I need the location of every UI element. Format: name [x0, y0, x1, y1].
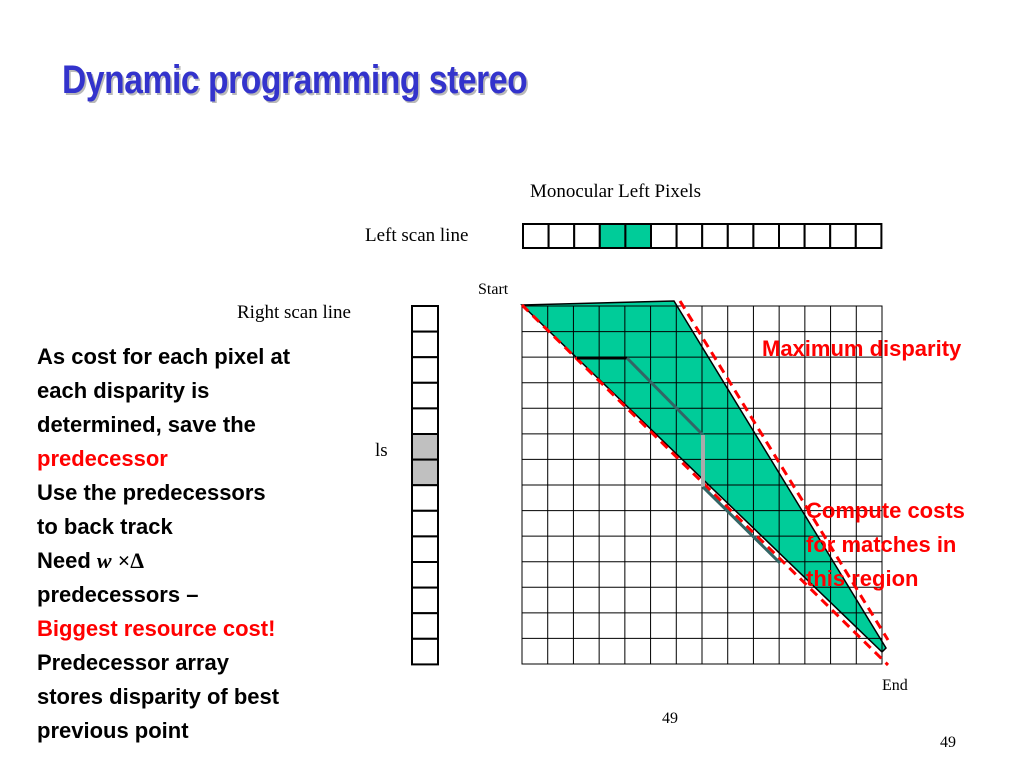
- compute-costs-line: for matches in: [806, 532, 957, 557]
- need-word: Need: [37, 548, 91, 573]
- right-pixel-cell: [411, 381, 439, 410]
- bullet-line: previous point: [37, 718, 189, 743]
- left-pixel-cell: [650, 223, 678, 249]
- left-pixel-cell-highlighted: [624, 223, 653, 249]
- right-scan-line-cells: [411, 305, 439, 666]
- maximum-disparity-label: Maximum disparity: [762, 336, 962, 361]
- bullet-line: predecessors –: [37, 582, 199, 607]
- delta-symbol: Δ: [130, 548, 145, 573]
- bullet-line: stores disparity of best: [37, 684, 280, 709]
- times-symbol: ×: [117, 548, 131, 573]
- bullet-line-highlight: predecessor: [37, 446, 168, 471]
- left-pixel-cell: [547, 223, 576, 249]
- left-pixel-cell: [803, 223, 832, 249]
- left-pixel-cell: [726, 223, 755, 249]
- left-pixel-cell: [752, 223, 781, 249]
- right-pixel-cell: [411, 330, 439, 359]
- right-scan-line-label: Right scan line: [237, 302, 351, 323]
- compute-costs-line: this region: [806, 566, 919, 591]
- left-pixel-cell: [778, 223, 806, 249]
- left-pixel-cell: [675, 223, 704, 249]
- bullet-line-highlight: Biggest resource cost!: [37, 616, 276, 641]
- right-pixel-cell: [411, 586, 439, 615]
- page-number: 49: [662, 710, 678, 727]
- bullet-line: to back track: [37, 514, 173, 539]
- bullet-text: As cost for each pixel at each disparity…: [37, 340, 377, 748]
- left-scan-line-cells: [522, 223, 883, 249]
- start-label: Start: [478, 281, 509, 298]
- slide-title: Dynamic programming stereo: [62, 58, 528, 102]
- ls-label: ls: [375, 440, 388, 461]
- bullet-line: Use the predecessors: [37, 480, 266, 505]
- left-pixel-cell: [854, 223, 883, 249]
- monocular-left-pixels-label: Monocular Left Pixels: [530, 181, 701, 202]
- matching-path: [577, 356, 782, 565]
- right-pixel-cell: [411, 561, 439, 589]
- right-pixel-cell: [411, 484, 439, 512]
- right-pixel-cell: [411, 407, 439, 435]
- bullet-line: Predecessor array: [37, 650, 230, 675]
- path-segment: [625, 356, 705, 437]
- right-pixel-cell-highlighted: [411, 433, 439, 461]
- right-pixel-cell-highlighted: [411, 458, 439, 487]
- path-segment: [701, 485, 782, 565]
- left-pixel-cell: [701, 223, 729, 249]
- end-label: End: [882, 677, 908, 694]
- bullet-line: each disparity is: [37, 378, 210, 403]
- left-pixel-cell: [573, 223, 601, 249]
- left-pixel-cell: [829, 223, 857, 249]
- left-pixel-cell: [522, 223, 550, 249]
- right-pixel-cell: [411, 612, 439, 640]
- max-disparity-dashed-line: [678, 300, 890, 641]
- right-pixel-cell: [411, 637, 439, 666]
- right-pixel-cell: [411, 535, 439, 564]
- compute-costs-label: Compute costs for matches in this region: [806, 494, 965, 596]
- right-pixel-cell: [411, 509, 439, 538]
- left-pixel-cell-highlighted: [598, 223, 627, 249]
- right-pixel-cell: [411, 305, 439, 333]
- bullet-line: determined, save the: [37, 412, 256, 437]
- left-scan-line-label: Left scan line: [365, 225, 469, 246]
- compute-costs-line: Compute costs: [806, 498, 965, 523]
- bullet-line-formula: Need w ×Δ: [37, 544, 377, 578]
- right-pixel-cell: [411, 356, 439, 384]
- w-symbol: w: [96, 548, 112, 573]
- bullet-line: As cost for each pixel at: [37, 344, 291, 369]
- slide-number: 49: [940, 734, 956, 751]
